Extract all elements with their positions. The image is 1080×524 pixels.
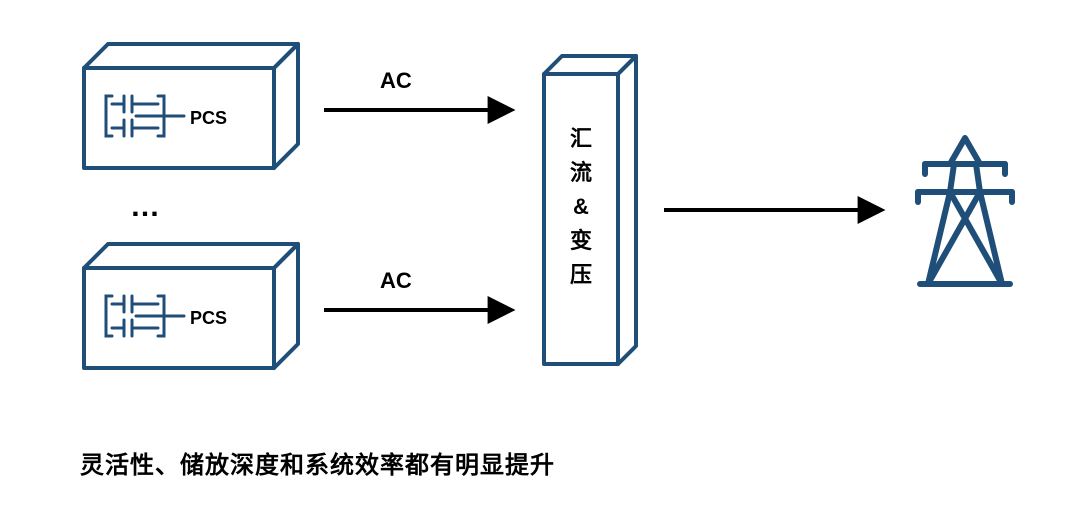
arrow-2 bbox=[320, 295, 520, 325]
transmission-tower-icon bbox=[910, 130, 1020, 290]
transformer-box: 汇 流 & 变 压 bbox=[540, 52, 660, 382]
arrow-1 bbox=[320, 95, 520, 125]
transformer-char-1: 流 bbox=[544, 156, 618, 190]
pcs-box-2: PCS bbox=[80, 240, 310, 380]
transformer-char-0: 汇 bbox=[544, 122, 618, 156]
ac-label-2: AC bbox=[380, 268, 412, 294]
pcs-ellipsis: … bbox=[130, 190, 166, 224]
transformer-char-2: & bbox=[544, 190, 618, 224]
transformer-char-3: 变 bbox=[544, 224, 618, 258]
diagram-stage: PCS … PCS bbox=[0, 0, 1080, 524]
ac-label-1: AC bbox=[380, 68, 412, 94]
pcs-label-1: PCS bbox=[190, 108, 227, 129]
arrow-3 bbox=[660, 195, 890, 225]
transformer-label: 汇 流 & 变 压 bbox=[544, 122, 618, 292]
pcs-box-1: PCS bbox=[80, 40, 310, 180]
caption-text: 灵活性、储放深度和系统效率都有明显提升 bbox=[80, 445, 555, 480]
pcs-label-2: PCS bbox=[190, 308, 227, 329]
transformer-char-4: 压 bbox=[544, 258, 618, 292]
